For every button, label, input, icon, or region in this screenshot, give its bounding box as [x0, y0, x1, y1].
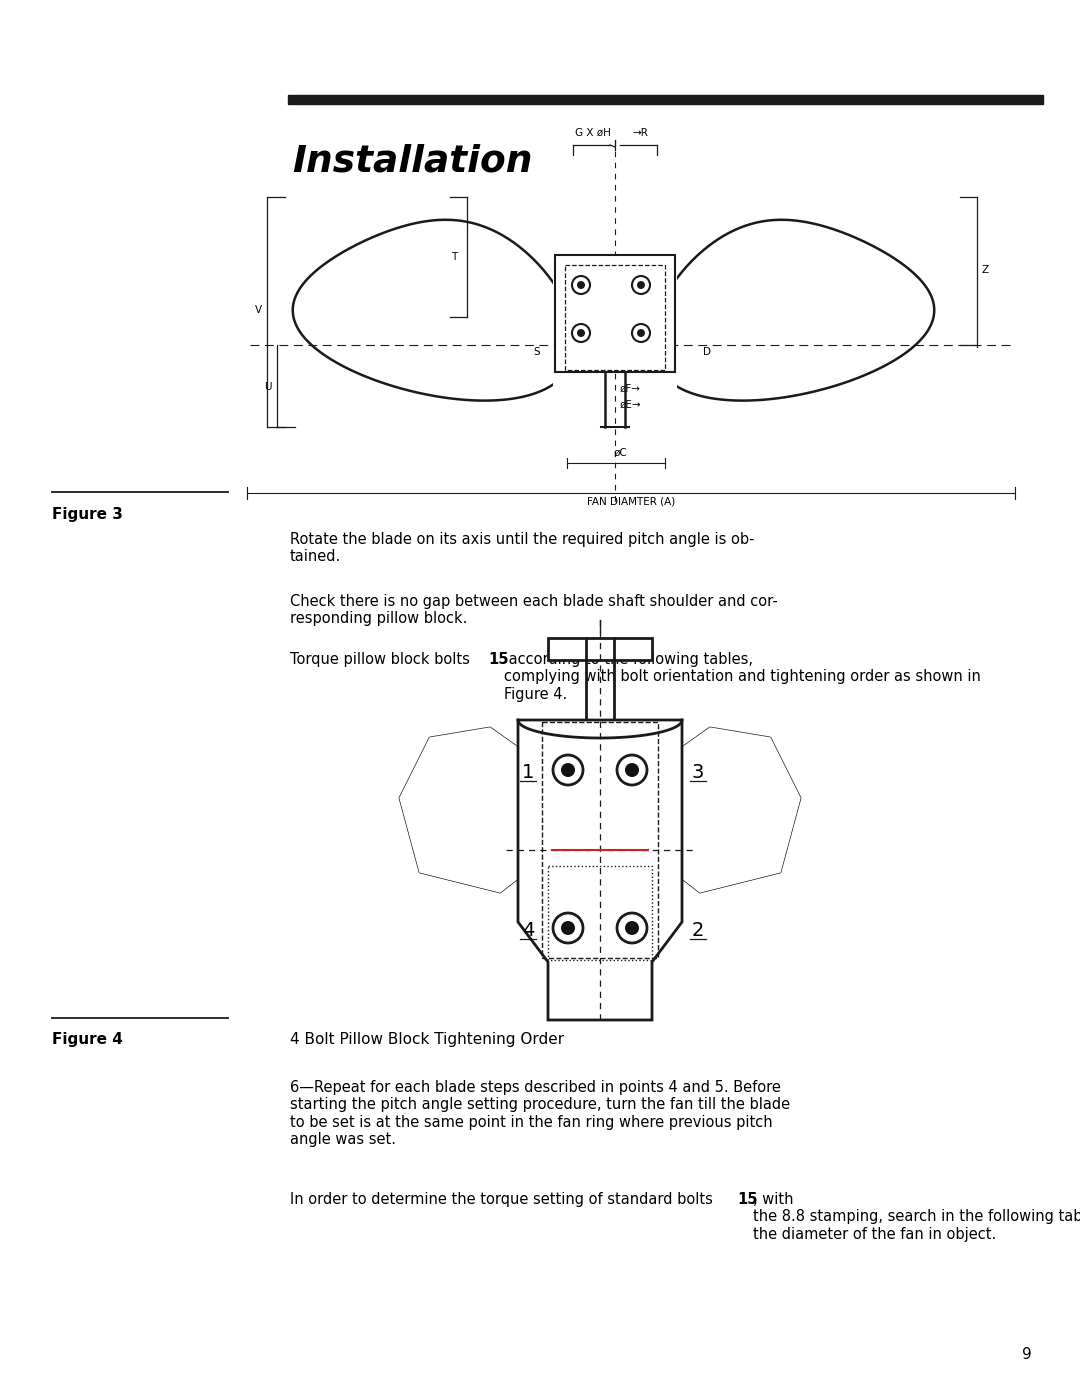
Circle shape — [637, 281, 645, 289]
Text: T: T — [450, 251, 457, 263]
Bar — [555, 256, 675, 372]
Text: K: K — [554, 346, 561, 358]
Circle shape — [637, 330, 645, 337]
Bar — [553, 253, 677, 458]
Circle shape — [577, 281, 585, 289]
Text: Rotate the blade on its axis until the required pitch angle is ob-
tained.: Rotate the blade on its axis until the r… — [291, 532, 755, 564]
Circle shape — [625, 763, 639, 777]
Circle shape — [553, 914, 583, 943]
Circle shape — [632, 324, 650, 342]
Text: Torque pillow block bolts: Torque pillow block bolts — [291, 652, 474, 666]
Polygon shape — [400, 728, 518, 893]
Text: U: U — [265, 381, 272, 393]
Text: according to the following tables,
complying with bolt orientation and tightenin: according to the following tables, compl… — [504, 652, 981, 701]
Circle shape — [561, 921, 575, 935]
Text: FAN DIAMTER (A): FAN DIAMTER (A) — [586, 497, 675, 507]
Circle shape — [553, 754, 583, 785]
Text: Installation: Installation — [292, 142, 532, 179]
Text: , with
the 8.8 stamping, search in the following table the bolt type set for
the: , with the 8.8 stamping, search in the f… — [753, 1192, 1080, 1242]
Text: 15: 15 — [737, 1192, 757, 1207]
Circle shape — [572, 277, 590, 293]
Text: In order to determine the torque setting of standard bolts: In order to determine the torque setting… — [291, 1192, 717, 1207]
Text: 4 Bolt Pillow Block Tightening Order: 4 Bolt Pillow Block Tightening Order — [291, 1032, 564, 1046]
Text: Figure 4: Figure 4 — [52, 1032, 123, 1046]
Bar — [565, 265, 665, 370]
Text: 1: 1 — [522, 763, 535, 781]
Bar — [350, 640, 850, 981]
Text: D: D — [703, 346, 711, 358]
Circle shape — [625, 921, 639, 935]
Text: Figure 3: Figure 3 — [52, 507, 123, 522]
Circle shape — [561, 763, 575, 777]
Circle shape — [572, 324, 590, 342]
Text: 9: 9 — [1023, 1347, 1032, 1362]
Bar — [548, 866, 652, 960]
Text: S: S — [534, 346, 540, 358]
Polygon shape — [681, 728, 800, 893]
Text: Check there is no gap between each blade shaft shoulder and cor-
responding pill: Check there is no gap between each blade… — [291, 594, 778, 626]
Text: G X øH: G X øH — [575, 129, 611, 138]
Bar — [548, 638, 652, 659]
Text: øC: øC — [613, 448, 626, 458]
Text: 15: 15 — [488, 652, 509, 666]
Text: 3: 3 — [692, 763, 704, 781]
Text: 4: 4 — [522, 921, 535, 940]
Polygon shape — [518, 719, 681, 1020]
Text: →R: →R — [632, 129, 648, 138]
Text: Z: Z — [982, 265, 989, 275]
Polygon shape — [651, 219, 934, 401]
Text: V: V — [255, 305, 262, 314]
Circle shape — [617, 754, 647, 785]
Circle shape — [617, 914, 647, 943]
Bar — [288, 95, 1043, 103]
Polygon shape — [293, 219, 576, 401]
Circle shape — [577, 330, 585, 337]
Text: øE→: øE→ — [620, 400, 642, 409]
Circle shape — [632, 277, 650, 293]
Text: 2: 2 — [692, 921, 704, 940]
Text: øF→: øF→ — [620, 384, 642, 394]
Text: 6—Repeat for each blade steps described in points 4 and 5. Before
starting the p: 6—Repeat for each blade steps described … — [291, 1080, 791, 1147]
Bar — [542, 722, 658, 958]
